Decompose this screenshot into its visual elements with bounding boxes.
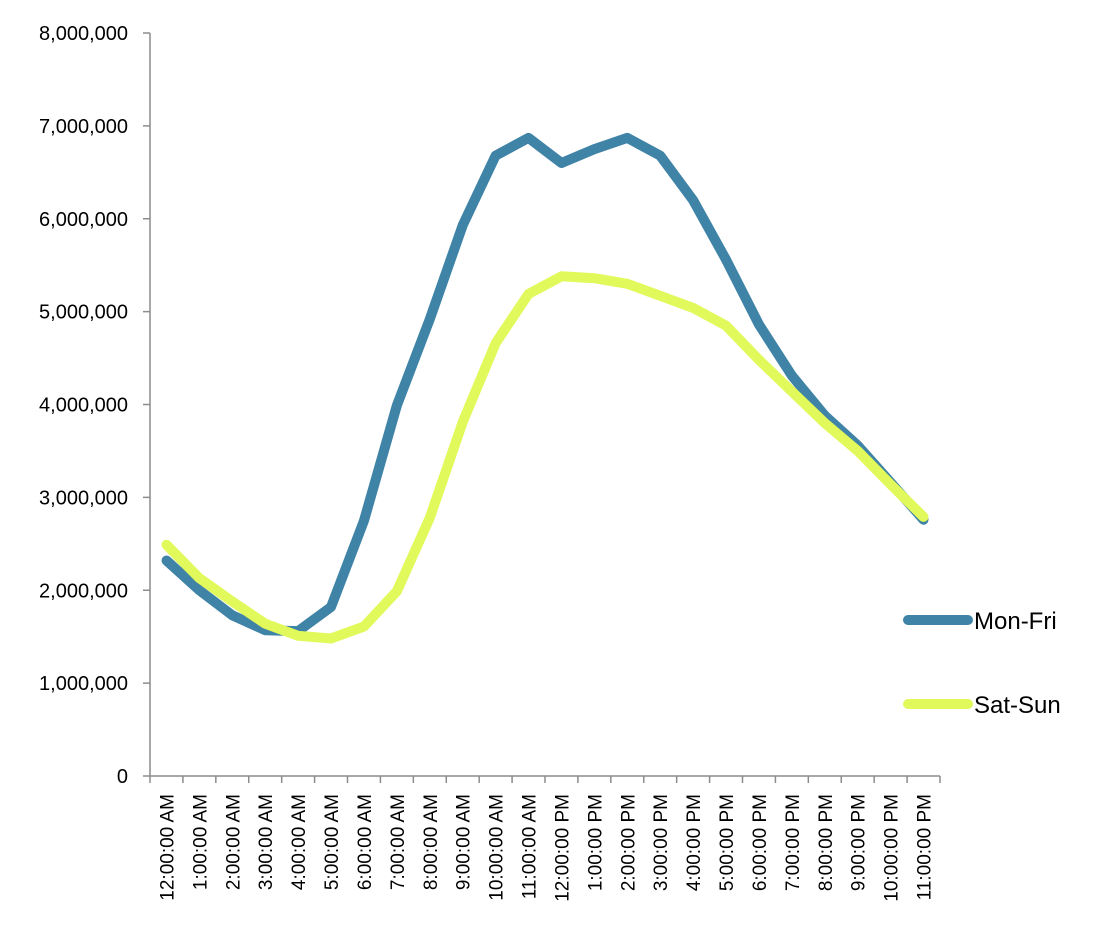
x-tick-label: 12:00:00 AM <box>157 794 178 901</box>
x-tick-label: 9:00:00 PM <box>849 794 870 891</box>
x-tick-label: 4:00:00 PM <box>684 794 705 891</box>
x-tick-label: 9:00:00 AM <box>454 794 475 890</box>
x-tick-label: 10:00:00 PM <box>882 794 903 902</box>
x-tick-label: 3:00:00 AM <box>256 794 277 890</box>
x-tick-label: 8:00:00 PM <box>816 794 837 891</box>
x-tick-label: 8:00:00 AM <box>421 794 442 890</box>
series-line-sat-sun <box>161 271 929 644</box>
x-tick-label: 5:00:00 AM <box>322 794 343 890</box>
y-tick-label: 2,000,000 <box>39 580 128 602</box>
x-tick-label: 11:00:00 AM <box>520 794 541 899</box>
legend-label-sat-sun: Sat-Sun <box>974 692 1061 719</box>
x-tick-label: 7:00:00 AM <box>388 794 409 890</box>
y-tick-label: 6,000,000 <box>39 209 128 231</box>
y-tick-label: 3,000,000 <box>39 487 128 509</box>
legend-label-mon-fri: Mon-Fri <box>974 608 1057 635</box>
x-tick-label: 6:00:00 AM <box>355 794 376 890</box>
series-line-mon-fri <box>161 132 929 637</box>
y-tick-label: 4,000,000 <box>39 395 128 417</box>
y-tick-label: 5,000,000 <box>39 302 128 324</box>
x-tick-label: 11:00:00 PM <box>915 794 936 900</box>
y-tick-label: 7,000,000 <box>39 116 128 138</box>
x-tick-label: 1:00:00 PM <box>585 794 606 891</box>
x-tick-label: 12:00:00 PM <box>552 794 573 902</box>
x-tick-label: 5:00:00 PM <box>717 794 738 891</box>
x-tick-label: 6:00:00 PM <box>750 794 771 891</box>
y-tick-label: 0 <box>117 766 128 788</box>
y-tick-label: 8,000,000 <box>39 23 128 45</box>
x-tick-label: 2:00:00 PM <box>618 794 639 891</box>
x-tick-label: 4:00:00 AM <box>289 794 310 890</box>
x-tick-label: 7:00:00 PM <box>783 794 804 891</box>
x-tick-label: 1:00:00 AM <box>190 794 211 890</box>
y-tick-label: 1,000,000 <box>39 673 128 695</box>
x-tick-label: 3:00:00 PM <box>651 794 672 891</box>
x-tick-label: 10:00:00 AM <box>487 794 508 901</box>
x-tick-label: 2:00:00 AM <box>223 794 244 890</box>
